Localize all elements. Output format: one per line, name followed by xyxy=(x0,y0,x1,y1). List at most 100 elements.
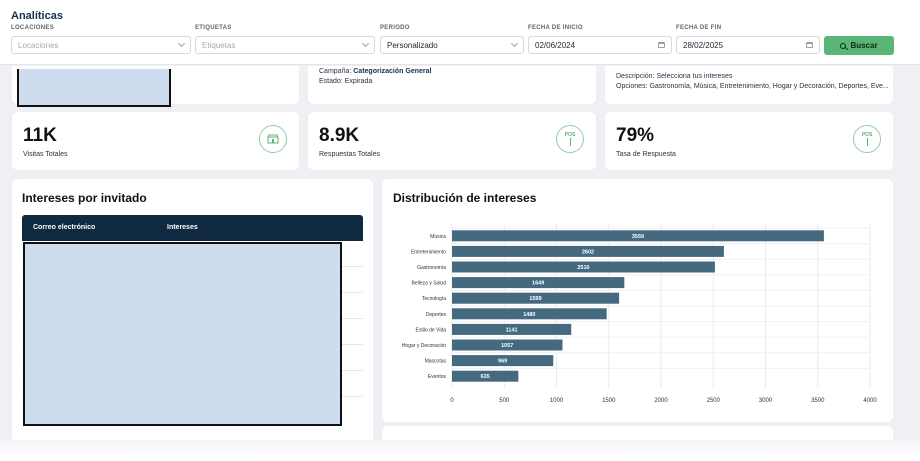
bar xyxy=(452,261,715,273)
category-label: Música xyxy=(430,234,446,240)
calendar-icon[interactable] xyxy=(658,42,665,48)
chevron-down-icon xyxy=(510,39,519,48)
x-tick-label: 0 xyxy=(450,398,454,404)
x-tick-label: 3000 xyxy=(759,398,773,404)
campaign-name: Categorización General xyxy=(353,68,432,75)
data-label: 3559 xyxy=(632,234,644,240)
category-label: Belleza y Salud xyxy=(412,281,447,287)
category-label: Estilo de Vida xyxy=(416,327,447,333)
bar xyxy=(452,323,572,335)
category-label: Gastronomía xyxy=(417,265,446,271)
kpi-card-visitas: 11K Visitas Totales xyxy=(12,112,299,170)
pos-icon-text: POS xyxy=(861,132,873,138)
redacted-image xyxy=(17,69,171,107)
fecha-inicio-input[interactable]: 02/06/2024 xyxy=(528,36,672,54)
chart-title: Distribución de intereses xyxy=(393,191,537,205)
calendar-icon[interactable] xyxy=(806,42,813,48)
table-title: Intereses por invitado xyxy=(22,191,147,205)
campaign-card: Campaña: Categorización General Estado: … xyxy=(308,66,596,104)
data-label: 1057 xyxy=(501,343,513,349)
search-button[interactable]: Buscar xyxy=(824,36,894,55)
category-label: Hogar y Decoración xyxy=(402,343,446,349)
x-tick-label: 1000 xyxy=(550,398,564,404)
x-tick-label: 3500 xyxy=(811,398,825,404)
kpi-value: 8.9K xyxy=(319,125,360,146)
category-label: Deportes xyxy=(426,312,447,318)
bar xyxy=(452,277,625,289)
kpi-label: Tasa de Respuesta xyxy=(616,151,676,158)
chevron-down-icon xyxy=(361,39,370,48)
search-icon xyxy=(840,42,847,49)
fecha-inicio-label: FECHA DE INICIO xyxy=(528,25,583,31)
campaign-line: Campaña: Categorización General xyxy=(319,68,431,75)
etiquetas-placeholder: Etiquetas xyxy=(202,40,236,50)
kpi-value: 11K xyxy=(23,125,57,146)
pos-icon-text: POS xyxy=(564,132,576,138)
kpi-label: Respuestas Totales xyxy=(319,151,380,158)
filter-locaciones-label: LOCACIONES xyxy=(11,25,55,31)
column-header-email[interactable]: Correo electrónico xyxy=(33,224,96,231)
bar xyxy=(452,245,724,257)
filter-fecha-inicio: FECHA DE INICIO 02/06/2024 xyxy=(528,25,672,54)
data-label: 1649 xyxy=(532,281,544,287)
page-title: Analíticas xyxy=(11,10,63,22)
filter-etiquetas: ETIQUETAS Etiquetas xyxy=(195,25,375,54)
data-label: 1480 xyxy=(523,312,535,318)
kpi-card-tasa: 79% Tasa de Respuesta POS xyxy=(605,112,893,170)
filter-fecha-fin: FECHA DE FIN 28/02/2025 xyxy=(676,25,820,54)
kpi-value: 79% xyxy=(616,125,655,146)
data-label: 635 xyxy=(481,374,490,380)
campaign-status: Estado: Expirada xyxy=(319,78,373,85)
filter-bar: Analíticas LOCACIONES Locaciones ETIQUET… xyxy=(0,0,920,65)
pos-terminal-icon: POS xyxy=(853,125,881,153)
table-header: Correo electrónico Intereses xyxy=(22,215,363,241)
filter-locaciones: LOCACIONES Locaciones xyxy=(11,25,191,54)
redacted-table-rows xyxy=(23,242,342,426)
locaciones-select[interactable]: Locaciones xyxy=(11,36,191,54)
locaciones-placeholder: Locaciones xyxy=(18,40,59,50)
bar xyxy=(452,370,519,382)
periodo-select[interactable]: Personalizado xyxy=(380,36,524,54)
data-label: 1599 xyxy=(529,296,541,302)
x-tick-label: 1500 xyxy=(602,398,616,404)
data-label: 969 xyxy=(498,359,507,365)
category-label: Mascotas xyxy=(425,359,447,365)
category-label: Entretenimiento xyxy=(411,249,446,255)
fecha-fin-label: FECHA DE FIN xyxy=(676,25,722,31)
fecha-inicio-value: 02/06/2024 xyxy=(535,40,576,50)
x-tick-label: 500 xyxy=(499,398,510,404)
question-card: Descripción: Selecciona tus intereses Op… xyxy=(605,66,893,104)
search-button-label: Buscar xyxy=(850,41,878,50)
category-label: Eventos xyxy=(428,374,447,380)
category-label: Tecnología xyxy=(422,296,446,302)
bar xyxy=(452,230,824,242)
filter-etiquetas-label: ETIQUETAS xyxy=(195,25,232,31)
x-tick-label: 2500 xyxy=(707,398,721,404)
fecha-fin-input[interactable]: 28/02/2025 xyxy=(676,36,820,54)
etiquetas-select[interactable]: Etiquetas xyxy=(195,36,375,54)
bar xyxy=(452,292,620,304)
media-card xyxy=(12,66,299,107)
kpi-label: Visitas Totales xyxy=(23,151,68,158)
question-description: Descripción: Selecciona tus intereses xyxy=(616,73,733,80)
chevron-down-icon xyxy=(177,39,186,48)
filter-periodo: PERIODO Personalizado xyxy=(380,25,524,54)
interests-bar-chart: 0 500 1000 1500 2000 2500 3000 3500 4000 Música 35… xyxy=(402,224,877,404)
page-bottom xyxy=(0,440,920,461)
x-tick-label: 2000 xyxy=(654,398,668,404)
data-label: 2602 xyxy=(582,249,594,255)
next-card xyxy=(382,426,893,444)
filter-periodo-label: PERIODO xyxy=(380,25,410,31)
bar xyxy=(452,308,607,320)
pos-terminal-icon: POS xyxy=(556,125,584,153)
fecha-fin-value: 28/02/2025 xyxy=(683,40,724,50)
data-label: 2516 xyxy=(577,265,589,271)
column-header-intereses[interactable]: Intereses xyxy=(167,224,198,231)
periodo-value: Personalizado xyxy=(387,40,438,50)
bar xyxy=(452,339,563,351)
campaign-label: Campaña: xyxy=(319,68,352,75)
x-tick-label: 4000 xyxy=(863,398,877,404)
kpi-card-respuestas: 8.9K Respuestas Totales POS xyxy=(308,112,596,170)
store-icon xyxy=(259,125,287,153)
data-label: 1141 xyxy=(506,327,518,333)
